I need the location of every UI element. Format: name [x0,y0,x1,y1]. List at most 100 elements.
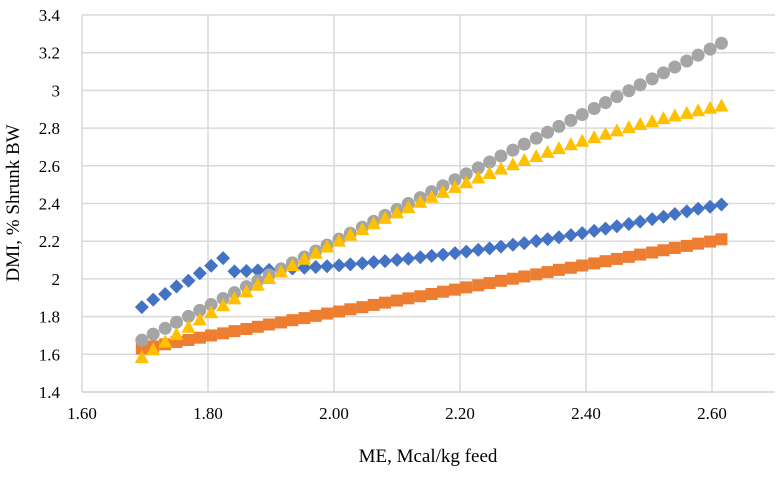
data-point-diamond [181,273,196,288]
data-point-diamond [714,197,729,212]
data-point-circle [587,101,601,115]
data-point-circle [541,125,555,139]
data-point-triangle [169,327,184,341]
data-point-square [680,239,693,252]
y-tick-label: 2.6 [39,157,60,176]
data-point-triangle [667,108,682,122]
data-point-diamond [169,279,184,294]
series-triangle [134,98,729,364]
data-point-square [367,298,380,311]
data-point-square [530,268,543,281]
data-point-square [228,325,241,338]
data-point-circle [135,333,149,347]
data-point-square [182,333,195,346]
y-tick-label: 1.6 [39,345,60,364]
data-point-square [494,274,507,287]
x-tick-label: 1.80 [193,404,223,423]
data-point-triangle [239,284,254,298]
data-point-square [634,248,647,261]
data-point-square [321,307,334,320]
data-point-circle [158,321,172,335]
data-point-triangle [493,161,508,175]
data-point-circle [471,161,485,175]
data-point-square [263,318,276,331]
data-point-circle [529,131,543,145]
data-point-triangle [285,258,300,272]
data-point-circle [680,54,694,68]
data-point-circle [448,173,462,187]
data-point-triangle [378,210,393,224]
data-point-triangle [609,123,624,137]
data-point-circle [204,298,218,312]
data-point-square [298,312,311,325]
x-tick-label: 2.60 [697,404,727,423]
data-point-triangle [181,319,196,333]
y-axis-title: DMI, % Shrunk BW [3,124,24,281]
data-point-square [402,292,415,305]
data-point-diamond [158,286,173,301]
data-point-square [715,233,728,246]
data-point-circle [459,167,473,181]
data-point-diamond [703,199,718,214]
data-point-diamond [609,219,624,234]
y-tick-label: 3.4 [39,6,61,25]
data-point-triangle [459,175,474,189]
data-point-circle [691,48,705,62]
data-point-diamond [134,300,149,315]
data-point-triangle [401,200,416,214]
y-tick-label: 1.4 [39,383,61,402]
data-point-triangle [529,148,544,162]
data-point-circle [181,309,195,323]
data-point-diamond [227,264,242,279]
data-point-triangle [447,179,462,193]
data-point-diamond [529,234,544,249]
data-point-diamond [667,207,682,222]
data-point-circle [146,327,160,341]
data-point-square [692,237,705,250]
data-point-triangle [343,227,358,241]
data-point-triangle [656,111,671,125]
data-point-circle [633,78,647,92]
data-point-diamond [493,239,508,254]
data-point-square [275,316,288,329]
data-point-circle [506,143,520,157]
data-point-diamond [355,256,370,271]
data-point-triangle [551,141,566,155]
data-point-diamond [146,292,161,307]
data-point-diamond [621,217,636,232]
data-point-diamond [401,251,416,266]
data-point-square [576,259,589,272]
data-point-triangle [134,350,149,364]
data-point-circle [517,137,531,151]
data-point-square [309,309,322,322]
data-point-diamond [413,250,428,265]
data-point-triangle [703,100,718,114]
y-tick-label: 2 [52,270,61,289]
data-point-triangle [679,105,694,119]
data-point-triangle [691,103,706,117]
data-point-diamond [435,247,450,262]
data-point-circle [552,119,566,133]
data-point-triangle [621,120,636,134]
data-point-square [448,283,461,296]
data-point-diamond [563,228,578,243]
data-point-triangle [563,137,578,151]
data-point-diamond [366,255,381,270]
data-point-diamond [250,263,265,278]
data-point-diamond [192,266,207,281]
data-point-diamond [645,212,660,227]
data-point-square [286,314,299,327]
data-point-triangle [435,184,450,198]
data-point-square [599,255,612,268]
data-point-diamond [471,242,486,257]
data-point-diamond [320,259,335,274]
data-point-diamond [447,246,462,261]
data-point-circle [599,96,613,110]
data-point-square [240,323,253,336]
data-point-circle [703,42,717,56]
data-point-triangle [575,133,590,147]
data-point-square [668,241,681,254]
data-point-square [344,303,357,316]
data-point-triangle [424,189,439,203]
data-point-diamond [679,204,694,219]
